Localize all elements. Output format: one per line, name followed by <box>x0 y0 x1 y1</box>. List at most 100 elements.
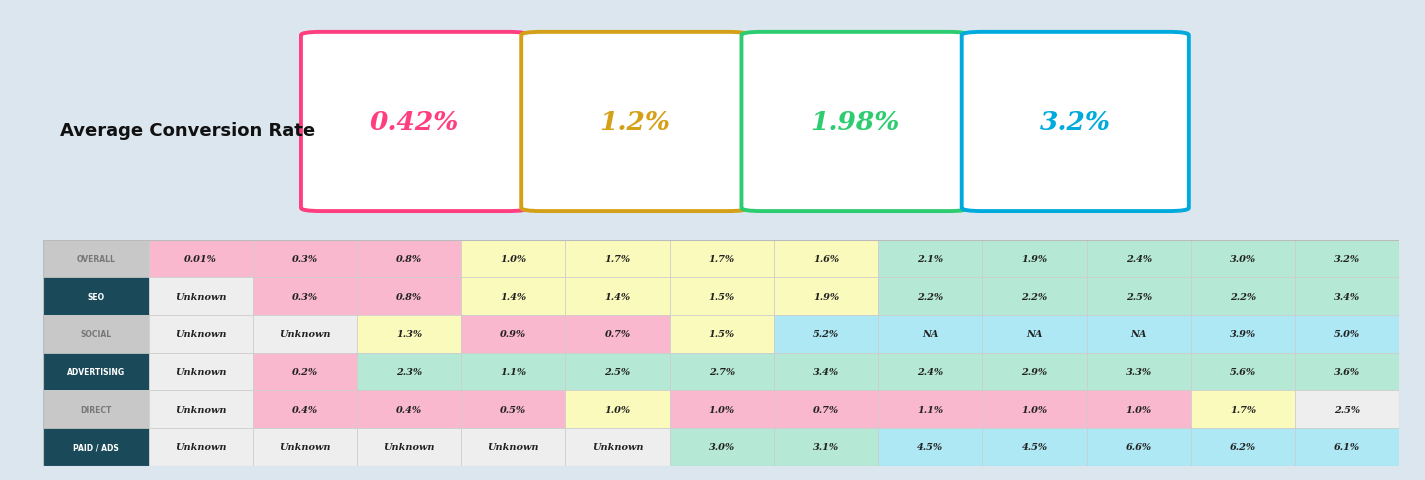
Bar <box>670 315 774 353</box>
Bar <box>670 428 774 466</box>
Text: SEO: SEO <box>87 292 104 301</box>
Bar <box>878 315 982 353</box>
Bar <box>1087 353 1191 390</box>
Text: 4.5%: 4.5% <box>1022 442 1047 451</box>
Bar <box>1295 390 1399 428</box>
Bar <box>982 353 1087 390</box>
Text: 2.7%: 2.7% <box>708 367 735 376</box>
Bar <box>670 240 774 277</box>
Text: 3.3%: 3.3% <box>1126 367 1151 376</box>
Bar <box>878 390 982 428</box>
Bar <box>670 353 774 390</box>
Bar <box>774 353 878 390</box>
Text: 3.0%: 3.0% <box>1230 254 1255 264</box>
Bar <box>358 428 462 466</box>
Text: 1.0%: 1.0% <box>1022 405 1047 414</box>
Bar <box>1295 315 1399 353</box>
Bar <box>878 428 982 466</box>
Bar <box>358 353 462 390</box>
Text: NA: NA <box>1130 329 1147 338</box>
Text: 3.1%: 3.1% <box>814 442 839 451</box>
Bar <box>358 390 462 428</box>
Bar <box>982 428 1087 466</box>
Bar <box>462 390 566 428</box>
Bar <box>670 390 774 428</box>
Bar <box>148 240 252 277</box>
Bar <box>1191 390 1295 428</box>
Text: 0.01%: 0.01% <box>184 254 217 264</box>
Text: 1.1%: 1.1% <box>918 405 943 414</box>
Bar <box>1295 428 1399 466</box>
Text: 5.0%: 5.0% <box>1334 329 1361 338</box>
Text: Unknown: Unknown <box>175 367 227 376</box>
Text: 5.2%: 5.2% <box>814 329 839 338</box>
Text: 1.5%: 1.5% <box>708 292 735 301</box>
Bar <box>566 315 670 353</box>
Text: 0.42%: 0.42% <box>370 110 459 135</box>
Text: NA: NA <box>922 329 939 338</box>
Text: 1.2%: 1.2% <box>600 110 670 135</box>
Bar <box>1295 353 1399 390</box>
Text: 3.6%: 3.6% <box>1334 367 1361 376</box>
Text: 1.4%: 1.4% <box>500 292 526 301</box>
Bar <box>1087 428 1191 466</box>
Text: 0.8%: 0.8% <box>396 292 422 301</box>
Text: 1.5%: 1.5% <box>708 329 735 338</box>
Bar <box>774 240 878 277</box>
Bar <box>878 277 982 315</box>
Text: 2.1%: 2.1% <box>918 254 943 264</box>
Bar <box>43 277 148 315</box>
Bar <box>1191 353 1295 390</box>
Bar <box>670 277 774 315</box>
Text: NA: NA <box>1026 329 1043 338</box>
Bar <box>43 353 148 390</box>
Bar <box>252 277 358 315</box>
Bar <box>982 277 1087 315</box>
Text: Unknown: Unknown <box>487 442 539 451</box>
Text: 2.5%: 2.5% <box>1126 292 1151 301</box>
Text: 3.0%: 3.0% <box>708 442 735 451</box>
Text: Unknown: Unknown <box>175 405 227 414</box>
Bar <box>1191 428 1295 466</box>
Text: 1.9%: 1.9% <box>814 292 839 301</box>
Text: 2.9%: 2.9% <box>1022 367 1047 376</box>
Text: 2.2%: 2.2% <box>1022 292 1047 301</box>
Bar <box>43 240 148 277</box>
Text: Unknown: Unknown <box>279 442 331 451</box>
FancyBboxPatch shape <box>522 33 748 212</box>
Text: 6.2%: 6.2% <box>1230 442 1255 451</box>
Text: 6.6%: 6.6% <box>1126 442 1151 451</box>
Text: 1.7%: 1.7% <box>708 254 735 264</box>
Text: 3.2%: 3.2% <box>1040 110 1110 135</box>
Text: 0.5%: 0.5% <box>500 405 526 414</box>
Bar <box>774 277 878 315</box>
Text: OVERALL: OVERALL <box>76 254 115 264</box>
Text: 1.6%: 1.6% <box>814 254 839 264</box>
Bar <box>358 277 462 315</box>
Bar <box>252 353 358 390</box>
Text: PAID / ADS: PAID / ADS <box>73 442 118 451</box>
Text: 0.3%: 0.3% <box>292 292 318 301</box>
FancyBboxPatch shape <box>962 33 1188 212</box>
Bar <box>566 390 670 428</box>
Text: 0.4%: 0.4% <box>292 405 318 414</box>
Bar <box>566 428 670 466</box>
Text: 5.6%: 5.6% <box>1230 367 1255 376</box>
Bar <box>1295 240 1399 277</box>
Bar <box>148 353 252 390</box>
Bar <box>148 428 252 466</box>
Text: 1.7%: 1.7% <box>604 254 631 264</box>
Bar <box>566 240 670 277</box>
Bar <box>462 428 566 466</box>
Text: ADVERTISING: ADVERTISING <box>67 367 125 376</box>
Text: 1.3%: 1.3% <box>396 329 422 338</box>
Text: 4.5%: 4.5% <box>918 442 943 451</box>
Bar <box>1191 315 1295 353</box>
Text: 3.4%: 3.4% <box>814 367 839 376</box>
Bar <box>43 428 148 466</box>
Bar <box>566 277 670 315</box>
Bar <box>1087 240 1191 277</box>
Text: 0.7%: 0.7% <box>814 405 839 414</box>
Text: 1.7%: 1.7% <box>1230 405 1255 414</box>
Bar <box>462 315 566 353</box>
